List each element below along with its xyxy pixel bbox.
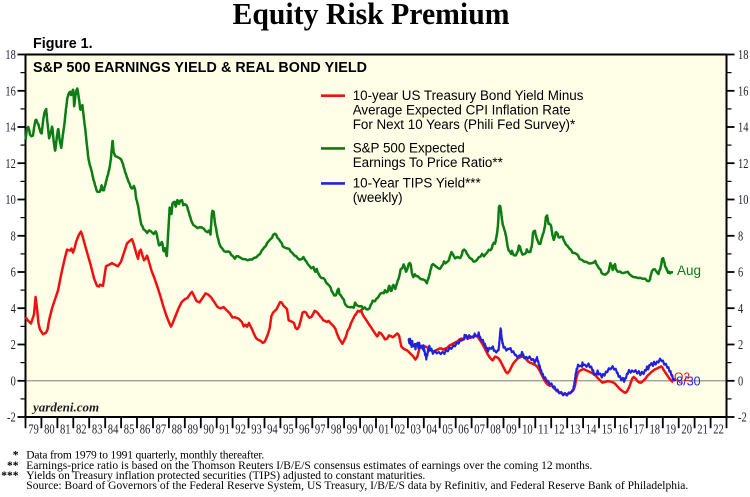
svg-text:(weekly): (weekly): [353, 190, 403, 205]
svg-text:yardeni.com: yardeni.com: [31, 400, 99, 415]
svg-text:12: 12: [554, 422, 565, 437]
svg-text:06: 06: [458, 422, 469, 437]
svg-text:12: 12: [738, 157, 748, 172]
svg-text:**: **: [7, 460, 19, 472]
svg-text:10-Year TIPS Yield***: 10-Year TIPS Yield***: [353, 176, 481, 191]
svg-text:89: 89: [188, 422, 199, 437]
svg-text:14: 14: [5, 121, 15, 136]
svg-text:99: 99: [347, 422, 358, 437]
svg-text:79: 79: [28, 422, 39, 437]
svg-text:86: 86: [140, 422, 151, 437]
svg-text:93: 93: [251, 422, 262, 437]
svg-text:13: 13: [570, 422, 581, 437]
svg-text:00: 00: [363, 422, 374, 437]
svg-text:2: 2: [738, 338, 743, 353]
svg-text:21: 21: [697, 422, 708, 437]
svg-text:Aug: Aug: [677, 263, 701, 278]
svg-text:8/30: 8/30: [676, 374, 700, 388]
svg-text:08: 08: [490, 422, 501, 437]
svg-text:87: 87: [156, 422, 167, 437]
svg-text:88: 88: [172, 422, 183, 437]
svg-text:14: 14: [586, 422, 597, 437]
svg-text:90: 90: [203, 422, 214, 437]
svg-text:14: 14: [738, 121, 748, 136]
svg-text:Source: Board of Governors of: Source: Board of Governors of the Federa…: [26, 480, 688, 492]
svg-text:02: 02: [395, 422, 406, 437]
svg-text:Average Expected CPI Inflation: Average Expected CPI Inflation Rate: [353, 102, 571, 117]
svg-text:***: ***: [1, 470, 19, 482]
svg-text:4: 4: [738, 302, 743, 317]
svg-text:20: 20: [681, 422, 692, 437]
svg-text:6: 6: [738, 266, 743, 281]
svg-text:16: 16: [5, 85, 15, 100]
svg-text:82: 82: [76, 422, 87, 437]
svg-text:8: 8: [11, 229, 16, 244]
svg-text:04: 04: [427, 422, 438, 437]
svg-text:22: 22: [713, 422, 724, 437]
svg-text:16: 16: [618, 422, 629, 437]
svg-text:S&P 500 EARNINGS YIELD & REAL: S&P 500 EARNINGS YIELD & REAL BOND YIELD: [33, 60, 367, 76]
svg-text:18: 18: [650, 422, 661, 437]
svg-text:For Next 10 Years (Phili Fed S: For Next 10 Years (Phili Fed Survey)*: [353, 117, 576, 132]
svg-text:-2: -2: [738, 411, 747, 426]
svg-text:01: 01: [379, 422, 390, 437]
svg-text:0: 0: [11, 374, 16, 389]
svg-text:Earnings-price ratio is based: Earnings-price ratio is based on the Tho…: [26, 460, 592, 472]
svg-text:83: 83: [92, 422, 103, 437]
svg-text:Data from 1979 to 1991 quarter: Data from 1979 to 1991 quarterly, monthl…: [26, 450, 264, 462]
svg-text:94: 94: [267, 422, 278, 437]
svg-text:81: 81: [60, 422, 71, 437]
svg-text:0: 0: [738, 374, 743, 389]
svg-text:95: 95: [283, 422, 294, 437]
svg-text:85: 85: [124, 422, 135, 437]
svg-text:11: 11: [538, 422, 549, 437]
svg-text:8: 8: [738, 229, 743, 244]
svg-text:12: 12: [5, 157, 15, 172]
svg-text:10: 10: [5, 193, 15, 208]
svg-text:18: 18: [738, 48, 748, 63]
svg-text:80: 80: [44, 422, 55, 437]
svg-text:09: 09: [506, 422, 517, 437]
svg-text:91: 91: [219, 422, 230, 437]
svg-text:16: 16: [738, 85, 748, 100]
svg-text:-2: -2: [7, 411, 16, 426]
svg-text:Yields on Treasury inflation p: Yields on Treasury inflation protected s…: [26, 470, 425, 482]
svg-text:Q2: Q2: [674, 370, 690, 384]
svg-text:Equity Risk Premium: Equity Risk Premium: [233, 0, 510, 31]
svg-text:96: 96: [299, 422, 310, 437]
svg-text:19: 19: [665, 422, 676, 437]
svg-text:Figure 1.: Figure 1.: [33, 36, 93, 52]
svg-text:18: 18: [5, 48, 15, 63]
svg-text:07: 07: [474, 422, 485, 437]
svg-text:10-year US Treasury Bond Yield: 10-year US Treasury Bond Yield Minus: [353, 88, 584, 103]
svg-text:*: *: [13, 450, 19, 462]
svg-text:Earnings To Price Ratio**: Earnings To Price Ratio**: [353, 155, 503, 170]
svg-text:15: 15: [602, 422, 613, 437]
svg-text:97: 97: [315, 422, 326, 437]
svg-text:84: 84: [108, 422, 119, 437]
svg-text:05: 05: [442, 422, 453, 437]
svg-text:6: 6: [11, 266, 16, 281]
svg-text:92: 92: [235, 422, 246, 437]
svg-text:10: 10: [522, 422, 533, 437]
svg-text:4: 4: [11, 302, 16, 317]
svg-text:98: 98: [331, 422, 342, 437]
svg-text:S&P 500 Expected: S&P 500 Expected: [353, 141, 465, 156]
svg-text:2: 2: [11, 338, 16, 353]
svg-text:03: 03: [411, 422, 422, 437]
svg-text:17: 17: [634, 422, 645, 437]
svg-text:10: 10: [738, 193, 748, 208]
